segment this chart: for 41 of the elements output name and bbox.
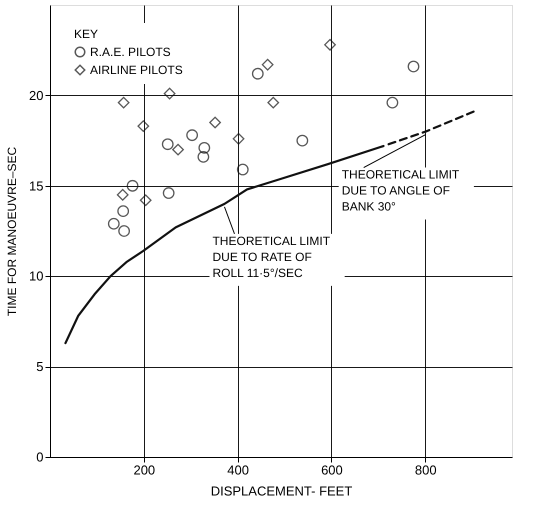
- point: [324, 38, 336, 51]
- point: [172, 144, 184, 156]
- legend-title: KEY: [74, 27, 98, 41]
- point: [140, 194, 152, 206]
- point: [209, 116, 221, 128]
- point: [186, 129, 198, 142]
- x-tick-label: 200: [133, 462, 156, 478]
- point: [117, 205, 130, 217]
- x-axis-title: DISPLACEMENT- FEET: [210, 484, 352, 498]
- point: [126, 180, 138, 192]
- point: [236, 164, 249, 176]
- y-tick-label: 0: [36, 450, 44, 464]
- y-tick-label: 10: [29, 268, 44, 284]
- y-axis-title: TIME FOR MANOEUVRE–SEC: [5, 146, 20, 316]
- point: [118, 96, 130, 109]
- point: [267, 96, 280, 109]
- point: [252, 68, 264, 80]
- annotation: THEORETICAL LIMIT DUE TO RATE OF ROLL 11·5°/SEC: [212, 234, 331, 280]
- point: [137, 120, 150, 132]
- point: [197, 150, 210, 163]
- x-tick-label: 400: [227, 462, 249, 478]
- y-tick-label: 20: [29, 88, 44, 103]
- point: [116, 188, 129, 201]
- x-tick-label: 600: [321, 462, 343, 478]
- point: [108, 218, 120, 230]
- legend-label: R.A.E. PILOTS: [90, 45, 171, 59]
- x-tick-label: 800: [414, 462, 437, 478]
- annotation: THEORETICAL LIMIT DUE TO ANGLE OF BANK 30°: [342, 168, 460, 214]
- point: [296, 134, 308, 146]
- legend-label: AIRLINE PILOTS: [90, 63, 183, 77]
- point: [162, 187, 175, 199]
- y-tick-label: 5: [36, 359, 44, 374]
- point: [164, 88, 176, 100]
- point: [386, 96, 398, 109]
- point: [162, 138, 174, 150]
- point: [408, 60, 420, 72]
- point: [232, 132, 244, 145]
- point: [262, 58, 274, 71]
- point: [118, 225, 130, 237]
- point: [198, 142, 210, 154]
- y-tick-label: 15: [29, 178, 44, 194]
